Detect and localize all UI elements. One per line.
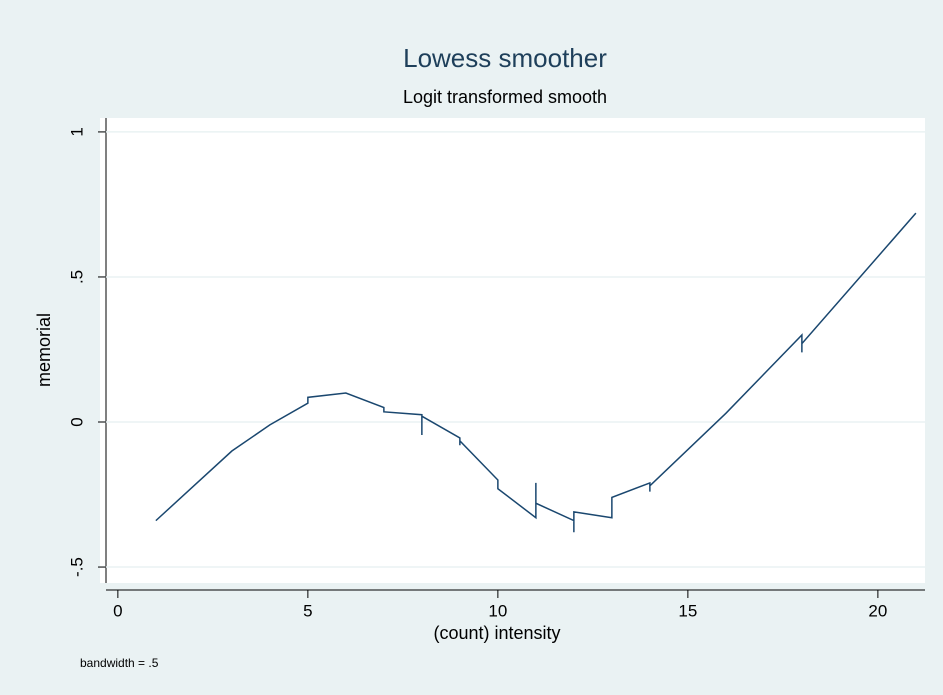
y-tick-label: -.5 bbox=[67, 557, 86, 577]
chart-title: Lowess smoother bbox=[403, 43, 607, 73]
x-tick-label: 5 bbox=[303, 601, 312, 620]
x-tick-label: 15 bbox=[678, 601, 697, 620]
y-axis-label: memorial bbox=[34, 313, 54, 387]
note: bandwidth = .5 bbox=[80, 656, 159, 670]
y-tick-label: 0 bbox=[67, 417, 86, 426]
y-tick-label: .5 bbox=[67, 270, 86, 284]
y-tick-label: 1 bbox=[67, 127, 86, 136]
chart-subtitle: Logit transformed smooth bbox=[403, 87, 607, 107]
x-axis-label: (count) intensity bbox=[433, 623, 560, 643]
x-tick-label: 20 bbox=[868, 601, 887, 620]
x-tick-label: 10 bbox=[488, 601, 507, 620]
x-tick-label: 0 bbox=[113, 601, 122, 620]
data-line bbox=[155, 212, 917, 533]
